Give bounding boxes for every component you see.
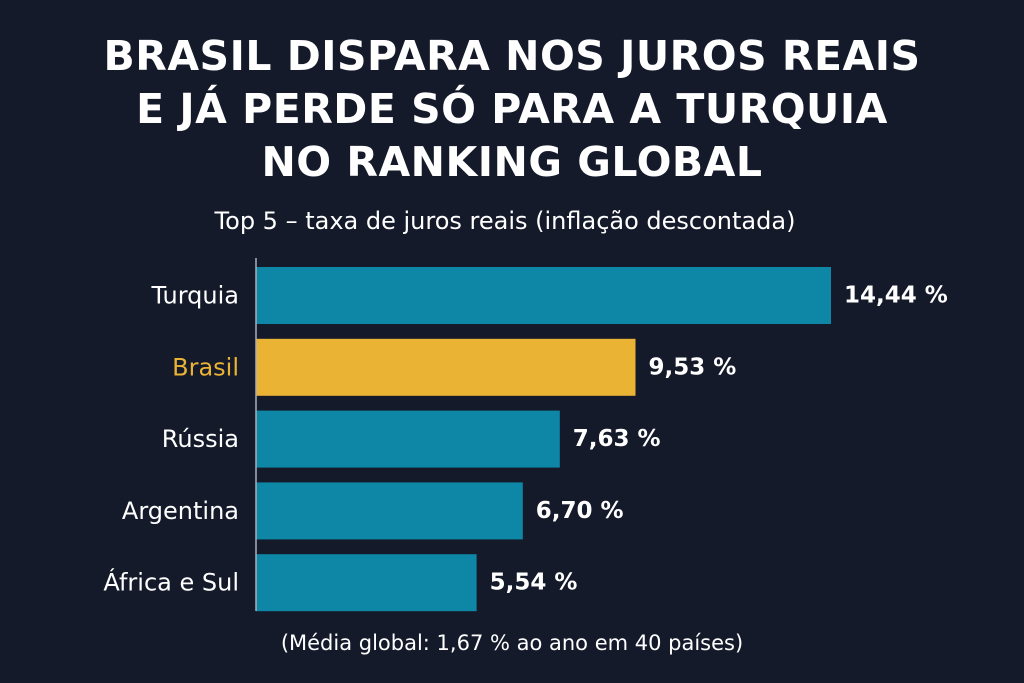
- bar-1: [256, 338, 636, 396]
- bar-2: [256, 410, 560, 468]
- chart-subtitle: Top 5 – taxa de juros reais (inflação de…: [214, 207, 796, 235]
- chart-title-line-2: E JÁ PERDE SÓ PARA A TURQUIA: [136, 85, 888, 133]
- category-label: África e Sul: [103, 568, 239, 597]
- bar-4: [256, 554, 477, 612]
- bar-0: [256, 267, 831, 324]
- category-label: Rússia: [162, 425, 239, 453]
- category-label: Turquia: [151, 282, 240, 310]
- chart-title: BRASIL DISPARA NOS JUROS REAIS E JÁ PERD…: [0, 30, 1024, 189]
- value-label: 5,54 %: [490, 570, 578, 596]
- bar-3: [256, 482, 523, 540]
- value-label: 9,53 %: [649, 354, 737, 380]
- category-label: Brasil: [172, 353, 239, 381]
- value-label: 7,63 %: [573, 426, 661, 452]
- value-label: 14,44 %: [844, 283, 948, 309]
- chart-title-line-3: NO RANKING GLOBAL: [261, 138, 763, 186]
- chart-footnote: (Média global: 1,67 % ao ano em 40 paíse…: [280, 631, 744, 655]
- value-label: 6,70 %: [536, 498, 624, 524]
- category-label: Argentina: [122, 497, 239, 525]
- chart-title-line-1: BRASIL DISPARA NOS JUROS REAIS: [103, 32, 921, 80]
